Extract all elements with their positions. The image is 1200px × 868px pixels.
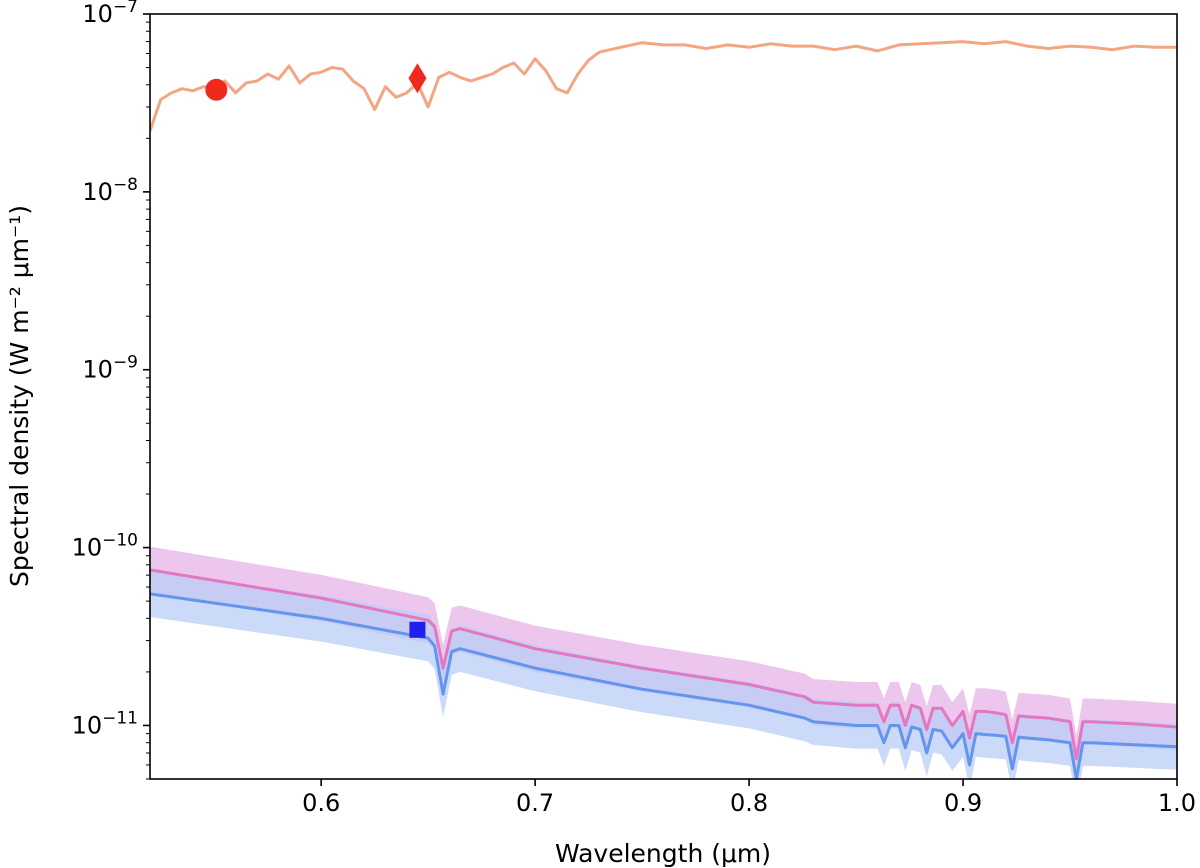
y-tick-label: 10−11 xyxy=(72,708,138,739)
data-markers xyxy=(205,63,427,638)
y-tick-label: 10−10 xyxy=(72,531,138,562)
marker-square xyxy=(409,621,426,638)
series-line-1 xyxy=(150,568,1177,761)
x-tick-label: 0.6 xyxy=(302,789,340,817)
x-tick-label: 0.8 xyxy=(730,789,768,817)
plot-frame xyxy=(149,13,1178,780)
y-tick-label: 10−8 xyxy=(82,175,138,206)
uncertainty-band-2 xyxy=(150,570,1177,779)
y-tick-label: 10−9 xyxy=(82,353,138,384)
series-line-2 xyxy=(150,592,1177,779)
y-axis-ticks: 10−11 10−10 10−9 10−8 10−7 xyxy=(72,0,150,780)
series-lines xyxy=(150,40,1177,779)
x-axis-ticks: 0.6 0.7 0.8 0.9 1.0 xyxy=(302,779,1196,817)
marker-circle xyxy=(205,78,228,101)
marker-diamond xyxy=(408,63,427,94)
x-axis-label: Wavelength (μm) xyxy=(555,839,771,868)
uncertainty-bands xyxy=(150,546,1177,779)
y-axis-label: Spectral density (W m⁻² μm⁻¹) xyxy=(5,205,34,587)
x-tick-label: 0.9 xyxy=(944,789,982,817)
x-tick-label: 0.7 xyxy=(516,789,554,817)
series-line-0 xyxy=(150,40,1177,132)
x-tick-label: 1.0 xyxy=(1158,789,1196,817)
y-tick-label: 10−7 xyxy=(82,0,138,28)
